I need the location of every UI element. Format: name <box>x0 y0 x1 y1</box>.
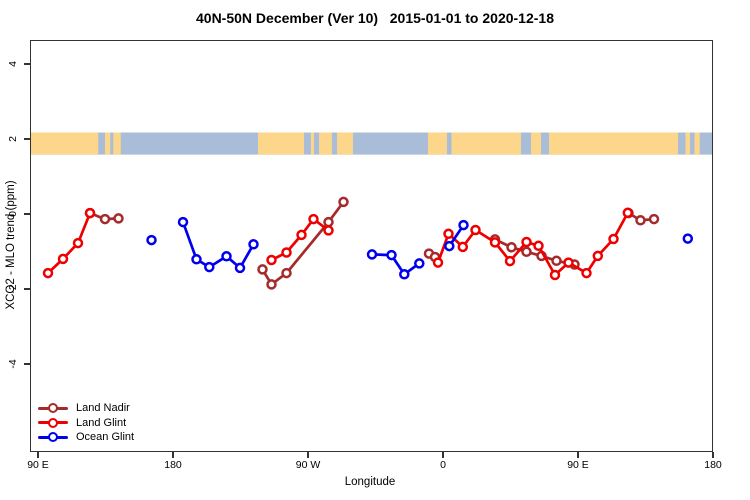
legend-label-land-nadir: Land Nadir <box>76 402 130 415</box>
legend-item-land-glint: Land Glint <box>38 416 134 431</box>
land-glint-line-circle-icon <box>38 417 68 429</box>
y-tick-mark <box>24 288 30 290</box>
legend-item-land-nadir: Land Nadir <box>38 401 134 416</box>
legend-label-ocean-glint: Ocean Glint <box>76 431 135 444</box>
x-tick-label: 180 <box>704 459 722 471</box>
land-nadir-line-circle-icon <box>38 402 68 414</box>
x-tick-label: 90 E <box>567 459 589 471</box>
x-tick-mark <box>712 452 714 458</box>
y-tick-mark <box>24 63 30 65</box>
x-tick-mark <box>307 452 309 458</box>
y-tick-label: -4 <box>7 359 19 369</box>
y-tick-mark <box>24 138 30 140</box>
x-tick-mark <box>577 452 579 458</box>
chart-plot-svg <box>31 132 712 290</box>
chart-title: 40N-50N December (Ver 10) 2015-01-01 to … <box>196 10 554 26</box>
legend: Land Nadir Land Glint Ocean Glint <box>38 401 134 445</box>
x-tick-mark <box>37 452 39 458</box>
x-tick-mark <box>172 452 174 458</box>
x-tick-mark <box>442 452 444 458</box>
y-axis-title: XCO2 - MLO trend (ppm) <box>5 180 17 310</box>
y-tick-label: 2 <box>7 136 19 142</box>
y-tick-label: 4 <box>7 61 19 67</box>
y-tick-mark <box>24 213 30 215</box>
ocean-glint-line-circle-icon <box>38 431 68 443</box>
y-tick-label: -2 <box>7 284 19 294</box>
plot-area: Land Nadir Land Glint Ocean Glint <box>30 40 713 452</box>
y-tick-mark <box>24 363 30 365</box>
legend-item-ocean-glint: Ocean Glint <box>38 430 134 445</box>
y-tick-label: 0 <box>7 211 19 217</box>
x-tick-label: 0 <box>440 459 446 471</box>
x-axis-title: Longitude <box>344 476 396 488</box>
x-tick-label: 90 E <box>27 459 49 471</box>
x-tick-label: 180 <box>164 459 182 471</box>
legend-label-land-glint: Land Glint <box>76 416 127 429</box>
x-tick-label: 90 W <box>295 459 321 471</box>
